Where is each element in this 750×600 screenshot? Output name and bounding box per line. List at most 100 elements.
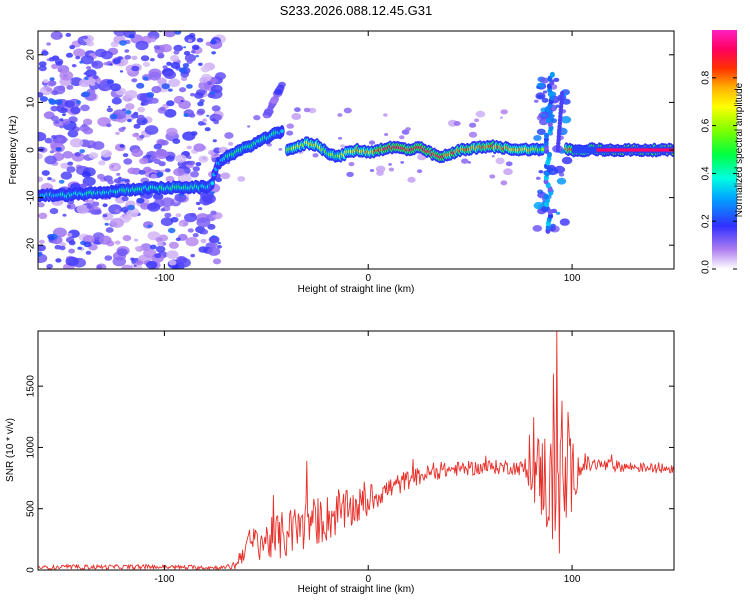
noise-speckle — [149, 38, 156, 43]
noise-speckle — [85, 69, 97, 78]
noise-speckle — [190, 50, 196, 54]
noise-speckle — [197, 101, 204, 107]
noise-speckle — [90, 209, 98, 215]
noise-speckle — [173, 44, 183, 52]
noise-speckle — [127, 204, 135, 211]
noise-speckle — [124, 55, 132, 60]
noise-speckle — [97, 173, 105, 180]
noise-speckle — [224, 132, 234, 139]
snr-frame — [37, 330, 675, 571]
noise-speckle — [503, 168, 513, 176]
noise-speckle — [147, 202, 161, 212]
y-tick-label: 500 — [26, 500, 37, 517]
noise-speckle — [182, 63, 190, 68]
noise-speckle — [416, 169, 423, 174]
spectrogram-y-label: Frequency (Hz) — [8, 116, 19, 185]
noise-speckle — [195, 162, 202, 167]
noise-speckle-layer — [38, 31, 573, 269]
noise-speckle — [153, 192, 164, 201]
noise-speckle — [174, 31, 182, 35]
noise-speckle — [561, 98, 571, 105]
noise-speckle — [44, 155, 57, 165]
ridge-core — [280, 129, 284, 134]
noise-speckle — [56, 137, 63, 142]
y-tick-label: 1000 — [26, 436, 37, 459]
colorbar-tick-label: 0.2 — [701, 214, 712, 228]
noise-speckle — [76, 204, 90, 214]
noise-speckle — [110, 114, 118, 120]
noise-speckle — [556, 177, 567, 185]
noise-speckle — [100, 50, 113, 60]
noise-speckle — [375, 165, 386, 173]
noise-speckle — [210, 91, 216, 95]
noise-speckle — [542, 90, 548, 94]
noise-speckle — [197, 108, 206, 115]
y-tick-label: -10 — [26, 190, 37, 205]
noise-speckle — [55, 146, 62, 152]
noise-speckle — [46, 42, 51, 46]
noise-speckle — [82, 35, 88, 40]
noise-speckle — [368, 140, 376, 145]
noise-speckle — [227, 141, 234, 146]
noise-speckle — [91, 60, 104, 69]
noise-speckle — [38, 131, 47, 142]
noise-speckle — [162, 65, 168, 69]
ridge-band-core — [596, 148, 674, 152]
noise-speckle — [41, 170, 50, 176]
noise-speckle — [80, 183, 87, 188]
noise-speckle — [131, 148, 144, 158]
noise-speckle — [136, 197, 145, 204]
noise-speckle — [183, 113, 189, 118]
noise-speckle — [49, 208, 59, 215]
noise-speckle — [102, 214, 108, 218]
noise-speckle — [59, 70, 74, 81]
noise-speckle — [384, 133, 389, 136]
noise-speckle — [128, 34, 135, 39]
noise-speckle — [180, 76, 188, 81]
noise-speckle — [120, 207, 129, 213]
noise-speckle — [168, 241, 179, 249]
noise-speckle — [165, 175, 175, 183]
noise-speckle — [175, 154, 187, 163]
noise-speckle — [112, 256, 127, 267]
noise-speckle — [348, 162, 355, 167]
noise-speckle — [54, 99, 63, 105]
colorbar-tick-label: 0.6 — [701, 118, 712, 132]
snr-background — [38, 331, 674, 570]
noise-speckle — [98, 235, 112, 245]
noise-speckle — [142, 61, 151, 67]
noise-speckle — [100, 79, 109, 86]
noise-speckle — [237, 176, 246, 182]
noise-speckle — [294, 107, 301, 113]
noise-speckle — [48, 236, 55, 241]
noise-speckle — [173, 168, 185, 177]
noise-speckle — [212, 139, 217, 143]
noise-speckle — [82, 118, 93, 126]
noise-speckle — [143, 168, 148, 172]
noise-speckle — [148, 71, 161, 81]
transient-feature — [544, 132, 549, 139]
noise-speckle — [131, 212, 138, 218]
transient-feature — [543, 193, 549, 200]
noise-speckle — [107, 179, 114, 185]
noise-speckle — [142, 120, 146, 123]
noise-speckle — [273, 94, 280, 99]
noise-speckle — [131, 65, 140, 72]
noise-speckle — [121, 264, 133, 269]
noise-speckle — [215, 177, 223, 183]
noise-speckle — [263, 114, 270, 119]
noise-speckle — [210, 84, 223, 94]
noise-speckle — [210, 77, 219, 84]
noise-speckle — [83, 241, 92, 248]
noise-speckle — [144, 125, 159, 135]
noise-speckle — [407, 176, 416, 183]
noise-speckle — [193, 143, 206, 152]
noise-speckle — [178, 222, 184, 227]
noise-speckle — [85, 250, 92, 255]
transient-feature — [560, 90, 565, 96]
noise-speckle — [204, 127, 211, 132]
noise-speckle — [166, 250, 179, 259]
noise-speckle — [346, 171, 354, 178]
noise-speckle — [553, 77, 560, 82]
